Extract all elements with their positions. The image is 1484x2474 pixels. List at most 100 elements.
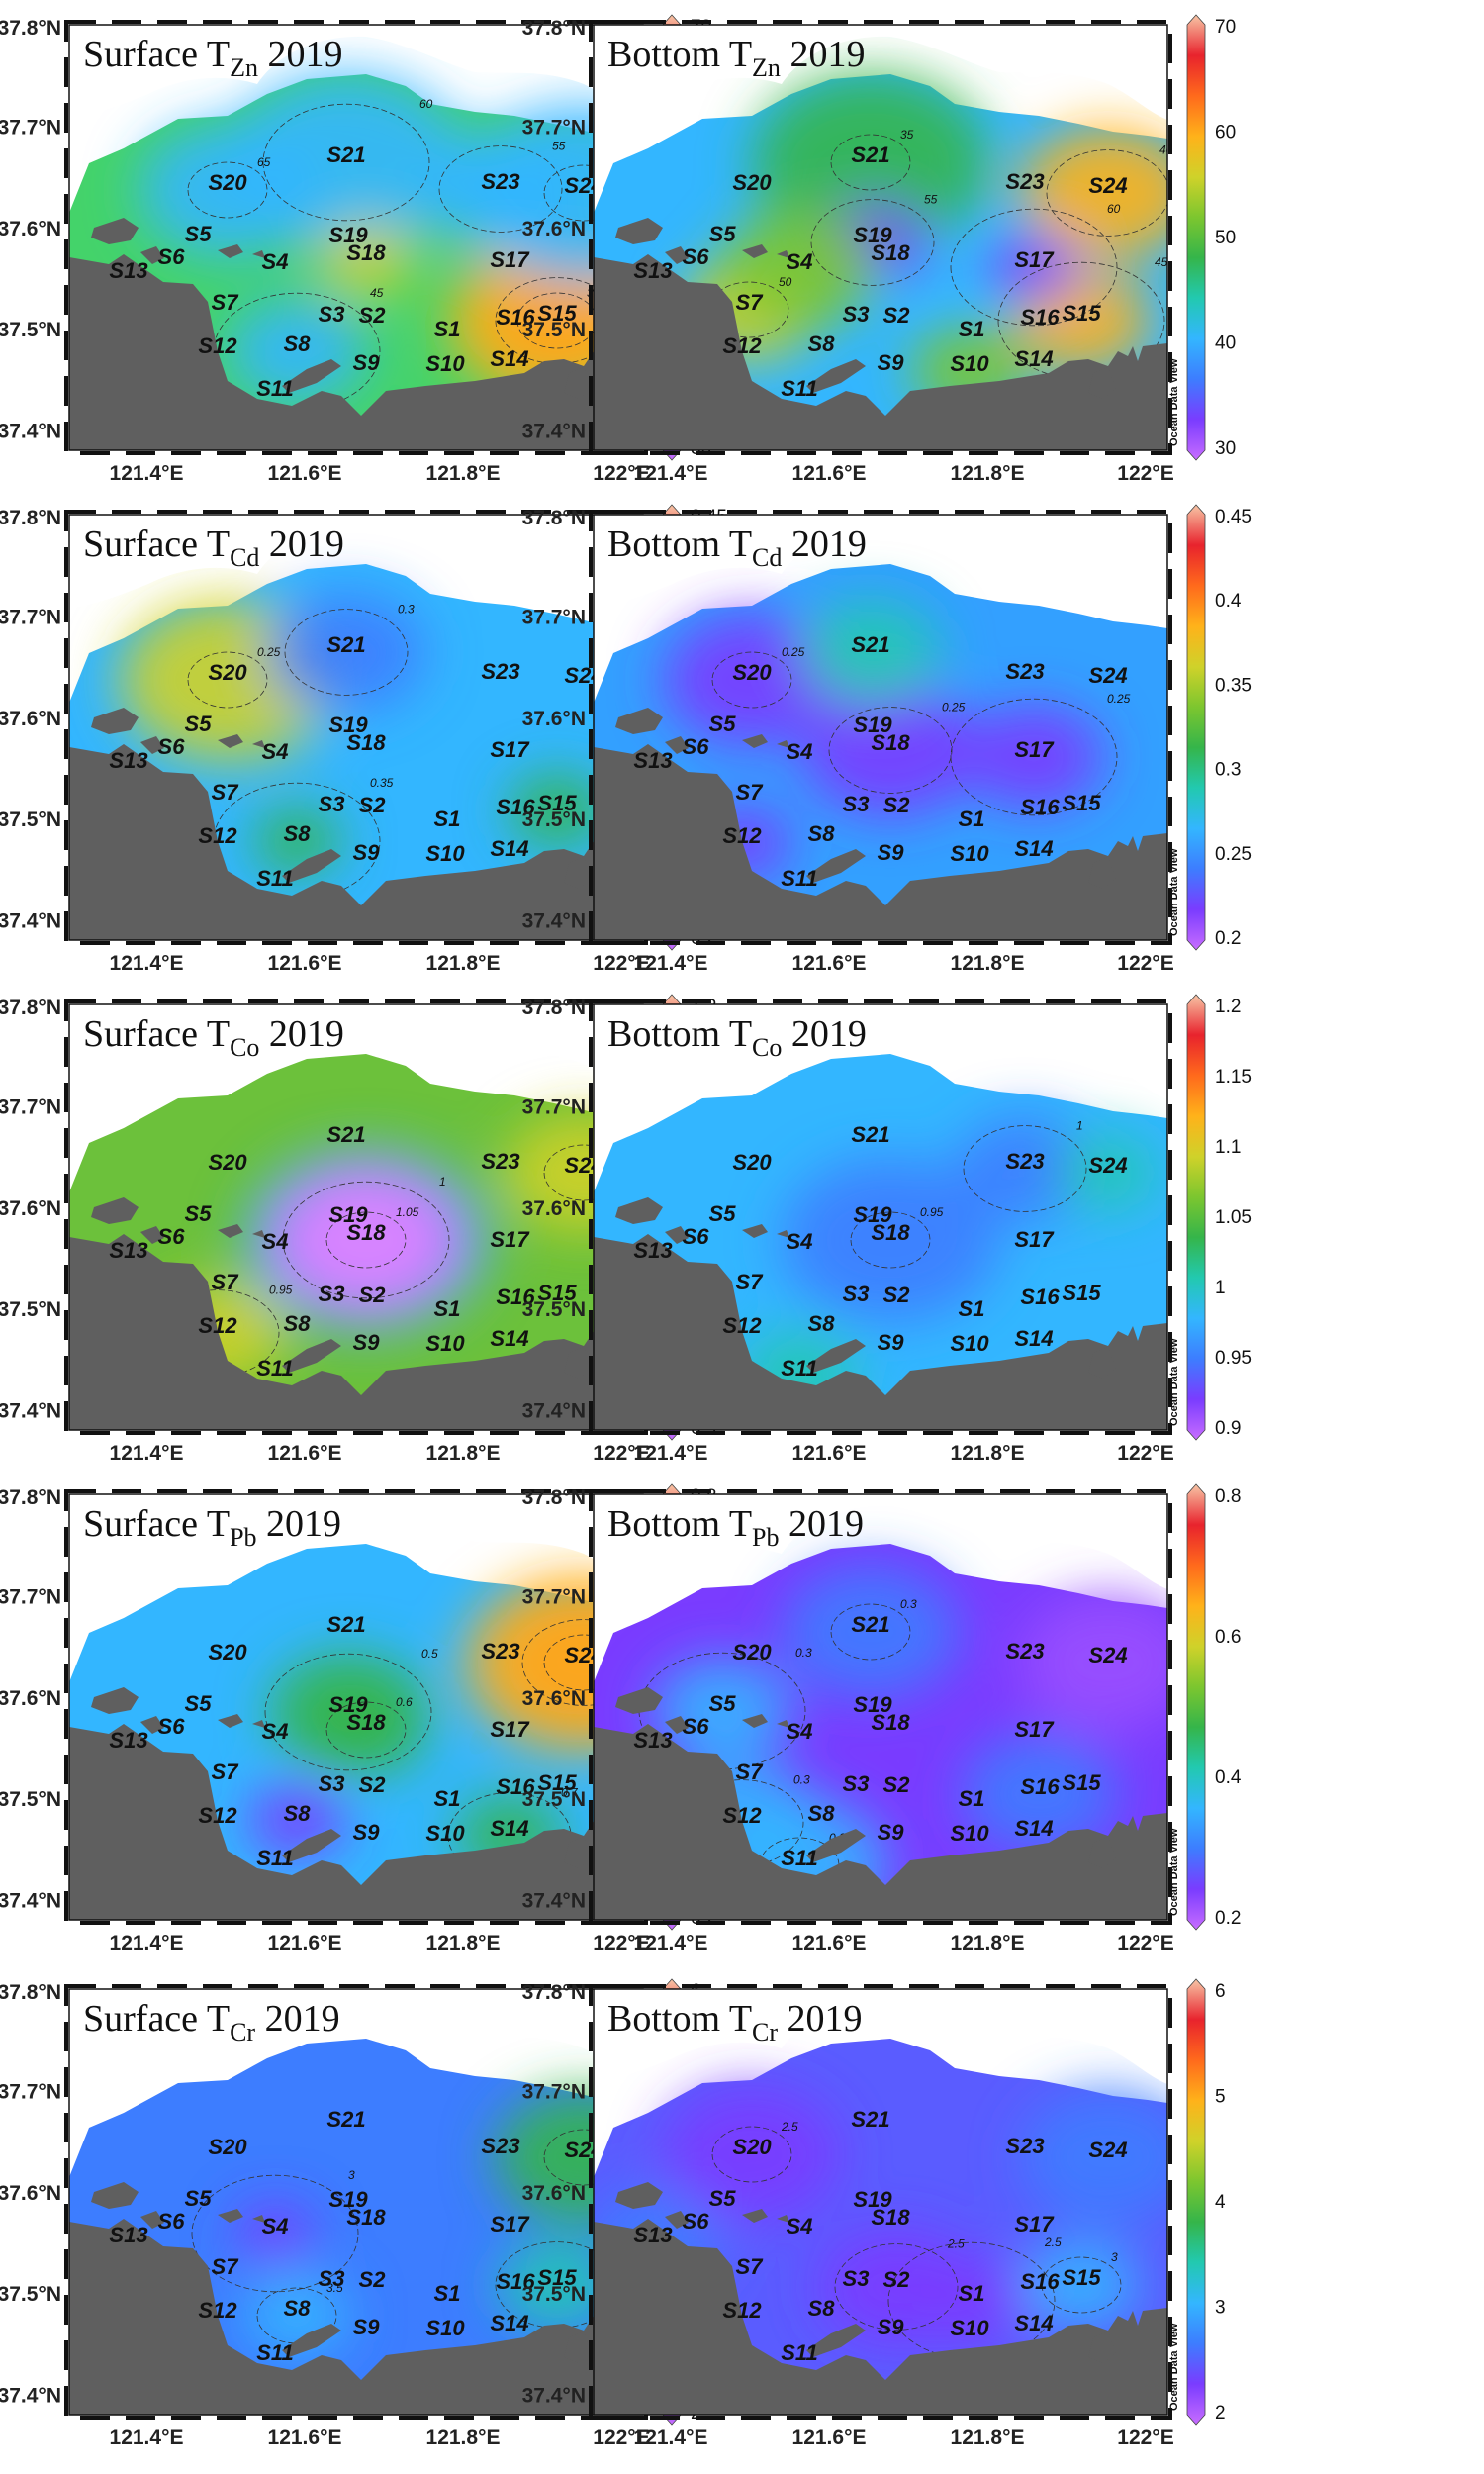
station-label: S23	[481, 1149, 519, 1174]
station-label: S12	[722, 1313, 762, 1338]
station-label: S19	[853, 713, 892, 737]
contour-label: 45	[370, 286, 384, 300]
station-label: S23	[481, 2134, 519, 2158]
latitude-label: 37.8°N	[0, 1981, 61, 2004]
station-label: S9	[353, 840, 381, 865]
station-label: S23	[481, 169, 519, 194]
map-frame	[593, 514, 1168, 941]
contour-line	[187, 161, 268, 219]
island	[140, 1226, 164, 1244]
longitude-label: 121.8°E	[426, 952, 501, 975]
latitude-label: 37.6°N	[0, 2182, 61, 2205]
station-label: S7	[736, 290, 765, 315]
colorbar-tick-label: 40	[1215, 333, 1236, 354]
longitude-label: 121.4°E	[110, 462, 184, 485]
latitude-label: 37.7°N	[522, 1095, 586, 1118]
island	[252, 1230, 265, 1238]
contour-line	[850, 1211, 931, 1269]
station-label: S4	[787, 1719, 813, 1744]
station-label: S15	[537, 1281, 577, 1305]
island	[282, 849, 341, 883]
station-label: S20	[732, 170, 772, 195]
island	[1088, 1347, 1116, 1379]
map-frame	[593, 1988, 1168, 2416]
contour-label: 55	[924, 193, 938, 207]
station-label: S12	[198, 823, 237, 848]
longitude-label: 121.6°E	[792, 952, 867, 975]
longitude-label: 122°E	[1117, 952, 1173, 975]
station-label: S19	[853, 1692, 892, 1717]
concentration-patch	[279, 1175, 453, 1305]
station-label: S1	[959, 2281, 985, 2306]
contour-line	[256, 2287, 337, 2344]
concentration-patch	[801, 683, 979, 817]
longitude-label: 121.4°E	[634, 1442, 708, 1465]
station-label: S5	[185, 1201, 213, 1226]
longitude-label: 121.8°E	[426, 2426, 501, 2449]
latitude-label: 37.4°N	[0, 2385, 61, 2408]
station-label: S13	[633, 258, 672, 283]
concentration-patch	[267, 593, 425, 712]
contour-label: 55	[552, 140, 566, 153]
concentration-patch	[465, 1573, 643, 1752]
longitude-label: 121.8°E	[951, 952, 1025, 975]
station-label: S20	[732, 2135, 772, 2159]
island	[806, 1829, 866, 1862]
island	[564, 1837, 592, 1868]
contour-label: 0.3	[793, 1773, 810, 1787]
island	[140, 246, 164, 264]
island	[564, 367, 592, 399]
latitude-label: 37.8°N	[0, 507, 61, 529]
station-label: S21	[326, 143, 365, 167]
watermark: Ocean Data View	[1168, 848, 1180, 936]
watermark: Ocean Data View	[1168, 358, 1180, 446]
station-label: S3	[843, 302, 870, 327]
station-label: S20	[732, 1640, 772, 1665]
island	[806, 1339, 866, 1373]
station-label: S6	[158, 244, 186, 269]
station-label: S2	[359, 303, 387, 328]
station-label: S19	[328, 1692, 368, 1717]
station-label: S14	[490, 836, 528, 861]
station-label: S16	[496, 305, 535, 330]
island	[140, 736, 164, 754]
contour-line	[262, 103, 430, 222]
colorbar-tick-label: 0.95	[1215, 1348, 1252, 1369]
contour-line	[191, 2174, 359, 2293]
station-label: S13	[109, 1728, 147, 1753]
island	[615, 2182, 663, 2209]
panel-surface-zn: 35404550556065S1S2S3S4S5S6S7S8S9S10S11S1…	[0, 14, 711, 485]
island	[777, 250, 789, 258]
latitude-label: 37.7°N	[522, 1585, 586, 1608]
contour-label: 3.5	[326, 2281, 343, 2295]
island	[91, 218, 139, 244]
contour-label: 0.3	[900, 1597, 917, 1611]
station-label: S20	[732, 660, 772, 685]
station-label: S8	[284, 1311, 312, 1336]
contour-line	[543, 2129, 624, 2186]
station-label: S21	[851, 1612, 889, 1637]
station-label: S7	[212, 2254, 240, 2279]
concentration-patch	[307, 1685, 425, 1774]
station-label: S12	[198, 333, 237, 358]
island	[218, 734, 243, 748]
latitude-label: 37.8°N	[522, 1981, 586, 2004]
concentration-patch	[801, 600, 940, 705]
island	[1088, 857, 1116, 889]
station-label: S18	[346, 2205, 386, 2230]
station-label: S16	[1020, 795, 1060, 819]
station-label: S19	[328, 223, 368, 247]
panel-title: Surface TZn 2019	[83, 34, 342, 82]
station-label: S13	[109, 1238, 147, 1263]
contour-label: 0.95	[920, 1205, 944, 1219]
station-label: S17	[490, 247, 530, 272]
station-label: S7	[736, 1270, 765, 1294]
latitude-label: 37.5°N	[522, 1298, 586, 1321]
station-label: S9	[878, 1330, 905, 1355]
island	[806, 359, 866, 393]
longitude-label: 122°E	[1117, 1442, 1173, 1465]
latitude-label: 37.4°N	[522, 910, 586, 933]
station-label: S21	[326, 2107, 365, 2132]
station-label: S16	[496, 2269, 535, 2294]
